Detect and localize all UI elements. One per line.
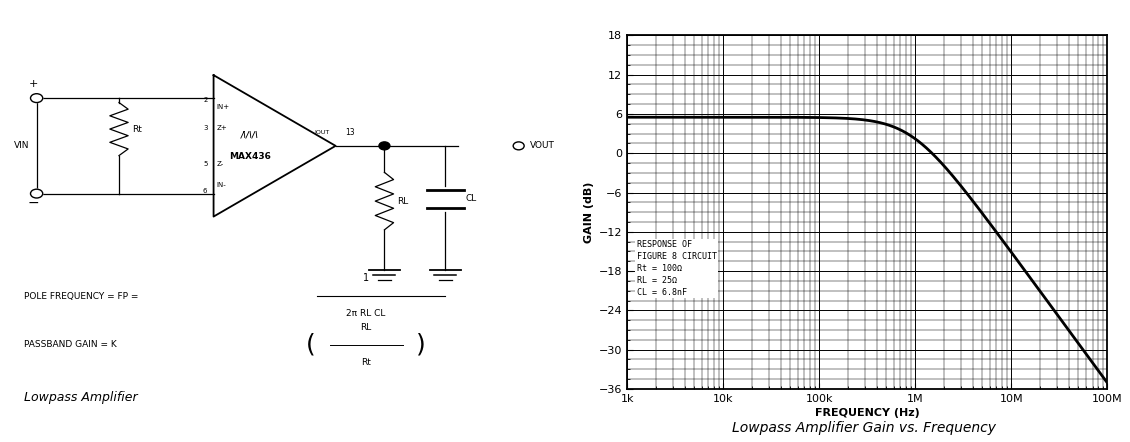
Text: 2: 2 bbox=[203, 97, 208, 103]
Text: +: + bbox=[29, 79, 38, 89]
Text: MAX436: MAX436 bbox=[229, 152, 271, 161]
Text: IN+: IN+ bbox=[217, 104, 229, 110]
Text: Lowpass Amplifier: Lowpass Amplifier bbox=[25, 391, 138, 404]
Text: 5: 5 bbox=[203, 160, 208, 167]
Text: (: ( bbox=[306, 333, 316, 357]
Text: VIN: VIN bbox=[14, 141, 29, 150]
Text: VOUT: VOUT bbox=[530, 141, 555, 150]
Text: Z-: Z- bbox=[217, 160, 224, 167]
X-axis label: FREQUENCY (Hz): FREQUENCY (Hz) bbox=[815, 408, 920, 418]
Text: 1: 1 bbox=[363, 273, 370, 283]
Text: 6: 6 bbox=[203, 188, 208, 194]
Text: PASSBAND GAIN = K: PASSBAND GAIN = K bbox=[25, 340, 118, 349]
Circle shape bbox=[513, 142, 524, 150]
Circle shape bbox=[31, 94, 43, 103]
Text: −: − bbox=[28, 196, 40, 210]
Text: Z+: Z+ bbox=[217, 125, 227, 131]
Polygon shape bbox=[214, 75, 336, 217]
Circle shape bbox=[31, 189, 43, 198]
Y-axis label: GAIN (dB): GAIN (dB) bbox=[584, 182, 594, 243]
Text: 13: 13 bbox=[345, 128, 355, 137]
Text: Lowpass Amplifier Gain vs. Frequency: Lowpass Amplifier Gain vs. Frequency bbox=[732, 421, 997, 435]
Text: CL: CL bbox=[466, 194, 477, 203]
Text: RL: RL bbox=[360, 323, 372, 332]
Text: ): ) bbox=[416, 333, 426, 357]
Text: /\/\/\: /\/\/\ bbox=[241, 130, 259, 139]
Text: Rt: Rt bbox=[362, 358, 371, 367]
Text: RESPONSE OF
FIGURE 8 CIRCUIT
Rt = 100Ω
RL = 25Ω
CL = 6.8nF: RESPONSE OF FIGURE 8 CIRCUIT Rt = 100Ω R… bbox=[637, 240, 716, 297]
Text: RL: RL bbox=[397, 197, 408, 206]
Text: Rt: Rt bbox=[132, 125, 142, 133]
Text: 2π RL CL: 2π RL CL bbox=[347, 309, 385, 318]
Text: 3: 3 bbox=[203, 125, 208, 131]
Text: IOUT: IOUT bbox=[314, 130, 330, 135]
Text: POLE FREQUENCY = FP =: POLE FREQUENCY = FP = bbox=[25, 292, 139, 301]
Text: IN-: IN- bbox=[217, 182, 226, 188]
Circle shape bbox=[379, 142, 390, 150]
